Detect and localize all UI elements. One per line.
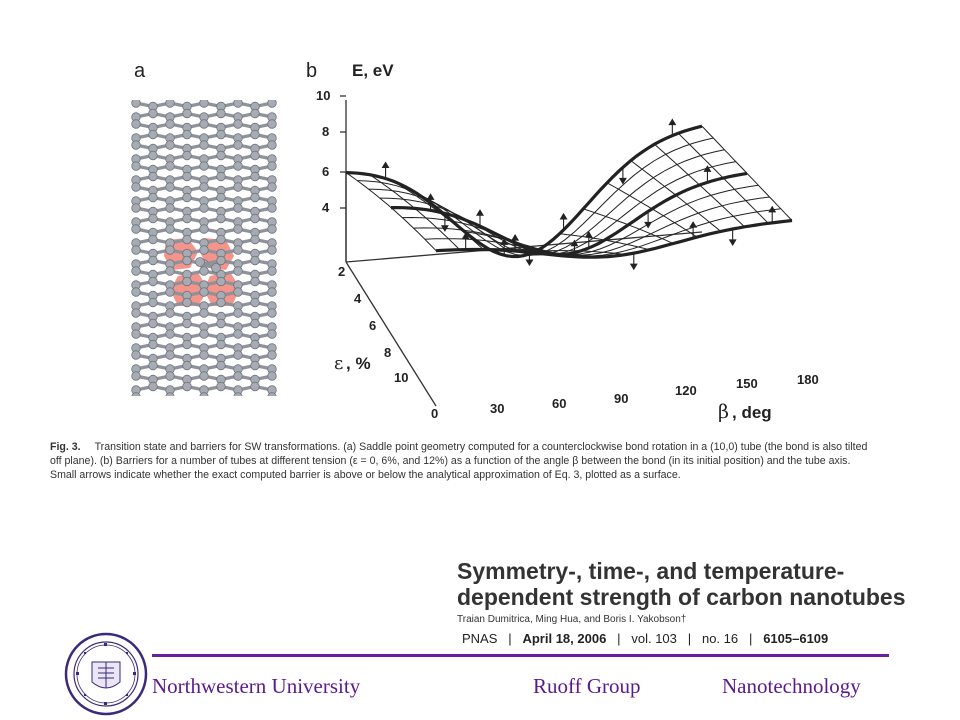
z-tick-4: 4 — [322, 200, 330, 215]
panel-b-letter: b — [306, 60, 318, 82]
citation-date: April 18, 2006 — [522, 631, 607, 646]
citation-journal: PNAS — [462, 631, 498, 646]
footer-divider — [152, 654, 889, 657]
beta-tick-30: 30 — [490, 401, 504, 416]
beta-tick-180: 180 — [797, 372, 819, 387]
citation-volume: vol. 103 — [631, 631, 677, 646]
eps-tick-6: 6 — [369, 318, 376, 333]
eps-tick-10: 10 — [394, 370, 408, 385]
eps-tick-2: 2 — [338, 264, 345, 279]
citation-issue: no. 16 — [701, 631, 739, 646]
footer-university: Northwestern University — [152, 674, 361, 698]
beta-tick-60: 60 — [552, 396, 566, 411]
paper-authors: Traian Dumitrica, Ming Hua, and Boris I.… — [457, 614, 687, 625]
paper-title: Symmetry-, time-, and temperature-depend… — [457, 558, 906, 610]
beta-tick-0: 0 — [431, 406, 438, 421]
strain-axis-label: , % — [346, 354, 371, 373]
caption-text: Transition state and barriers for SW tra… — [50, 441, 868, 481]
footer-topic: Nanotechnology — [722, 674, 861, 698]
angle-axis-label: , deg — [732, 403, 772, 422]
beta-tick-120: 120 — [675, 383, 697, 398]
z-tick-6: 6 — [322, 164, 329, 179]
paper-citation: PNAS | April 18, 2006 | vol. 103 | no. 1… — [462, 631, 829, 646]
figure-caption: Fig. 3. Transition state and barriers for… — [50, 440, 875, 482]
eps-tick-8: 8 — [384, 345, 391, 360]
energy-axis-label: E, eV — [352, 61, 394, 80]
z-tick-8: 8 — [322, 124, 329, 139]
northwestern-seal-logo — [64, 632, 148, 716]
citation-pages: 6105–6109 — [763, 631, 829, 646]
panel-a-letter: a — [134, 60, 146, 82]
beta-tick-150: 150 — [736, 376, 758, 391]
z-tick-10: 10 — [316, 88, 330, 103]
epsilon-symbol: ε — [334, 353, 343, 374]
barrier-surface-plot: E, eV 10 8 6 4 2 4 6 8 10 ε , % 0 30 60 … — [316, 61, 819, 423]
caption-figure-label: Fig. 3. — [50, 441, 81, 453]
nanotube-model-image — [128, 100, 278, 396]
beta-symbol: β — [718, 401, 729, 423]
beta-tick-90: 90 — [614, 391, 628, 406]
footer-group: Ruoff Group — [533, 674, 641, 698]
eps-tick-4: 4 — [354, 291, 362, 306]
